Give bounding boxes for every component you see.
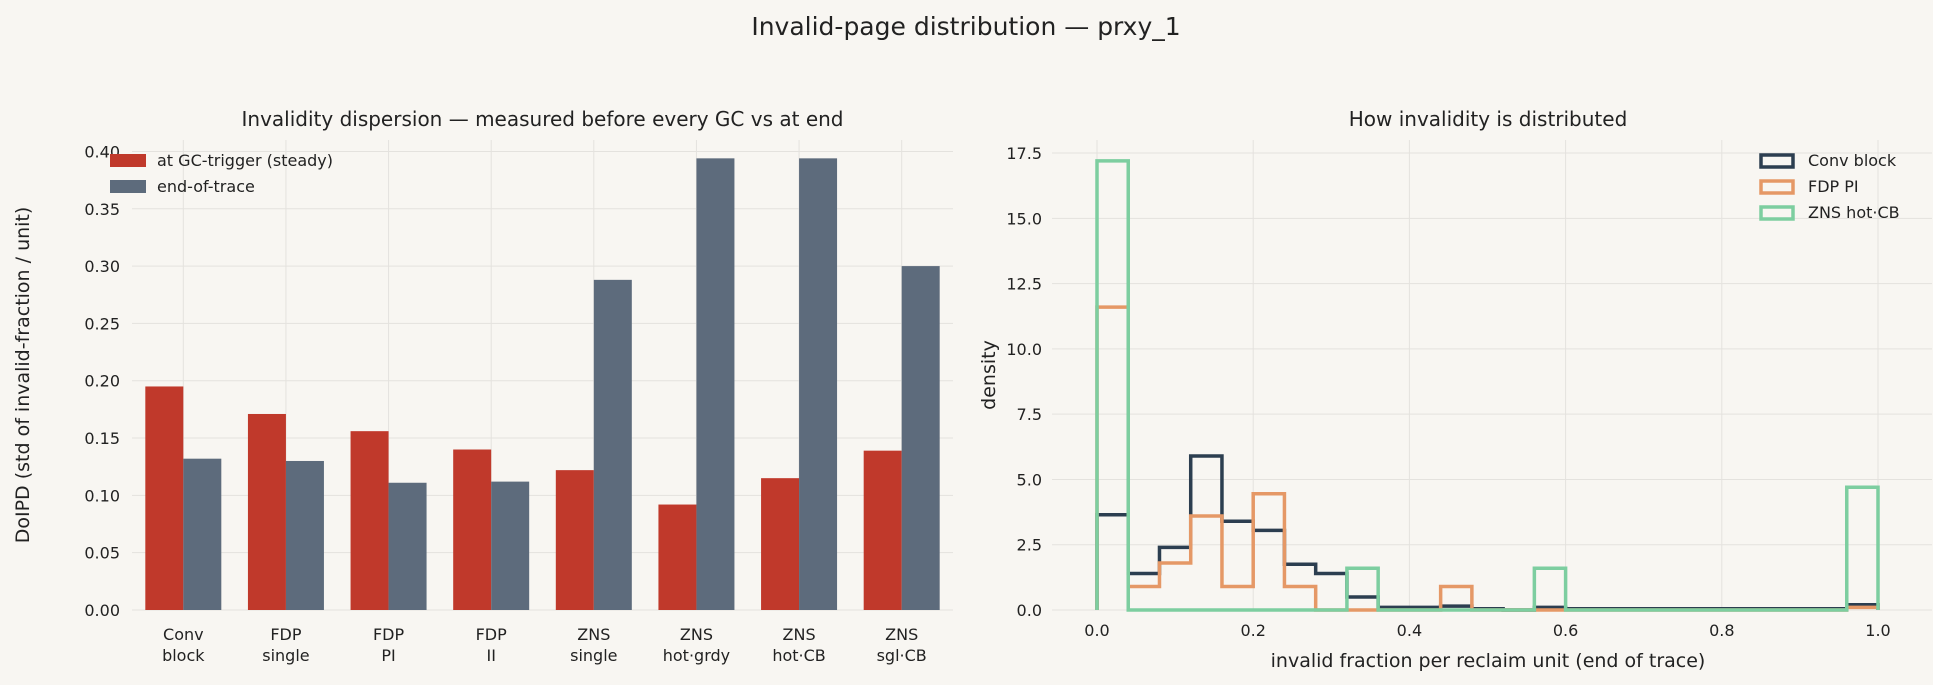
legend-label: end-of-trace xyxy=(157,177,255,196)
legend-swatch xyxy=(110,154,146,167)
bar-gc-trigger xyxy=(247,413,286,610)
y-tick-label: 0.0 xyxy=(1017,601,1042,620)
figure-title: Invalid-page distribution — prxy_1 xyxy=(751,12,1180,41)
histogram-panel: How invalidity is distributed 0.0 2.5 5.0 7.… xyxy=(978,107,1932,672)
x-tick-label: ZNS xyxy=(577,625,610,644)
bar-end-of-trace xyxy=(901,266,940,610)
y-tick-label: 2.5 xyxy=(1017,536,1042,555)
bar-chart-title: Invalidity dispersion — measured before … xyxy=(242,107,844,131)
y-tick-label: 10.0 xyxy=(1006,340,1042,359)
histogram-step-fdp-pi xyxy=(1095,305,1880,612)
bar-end-of-trace xyxy=(183,458,222,610)
y-axis-label: DoIPD (std of invalid-fraction / unit) xyxy=(12,207,34,544)
y-tick-label: 15.0 xyxy=(1006,209,1042,228)
x-axis-label: invalid fraction per reclaim unit (end o… xyxy=(1271,650,1706,672)
bar-gc-trigger xyxy=(555,470,594,610)
bar-end-of-trace xyxy=(593,279,632,610)
y-tick-label: 5.0 xyxy=(1017,470,1042,489)
y-tick-label: 0.35 xyxy=(84,200,120,219)
y-tick-label: 0.10 xyxy=(84,486,120,505)
x-tick-label: 0.0 xyxy=(1084,621,1109,640)
legend-swatch xyxy=(1759,205,1795,221)
x-tick-label: 0.2 xyxy=(1240,621,1265,640)
x-tick-label: ZNS xyxy=(680,625,713,644)
x-tick-label: 0.6 xyxy=(1553,621,1578,640)
bar-end-of-trace xyxy=(799,158,838,610)
y-tick-label: 0.05 xyxy=(84,544,120,563)
x-tick-label: 0.8 xyxy=(1709,621,1734,640)
legend-label: ZNS hot·CB xyxy=(1808,203,1900,222)
x-tick-label: 0.4 xyxy=(1397,621,1422,640)
bar-gc-trigger xyxy=(863,450,902,610)
bar-gc-trigger xyxy=(453,449,492,610)
x-tick-label: block xyxy=(162,646,205,665)
bar-gc-trigger xyxy=(350,431,389,610)
x-tick-label: Conv xyxy=(163,625,204,644)
y-tick-label: 7.5 xyxy=(1017,405,1042,424)
legend-label: FDP PI xyxy=(1808,177,1859,196)
x-tick-label: hot·grdy xyxy=(663,646,730,665)
x-tick-label: FDP xyxy=(476,625,508,644)
y-tick-label: 12.5 xyxy=(1006,275,1042,294)
x-tick-label: ZNS xyxy=(783,625,816,644)
bar-gc-trigger xyxy=(658,504,697,610)
x-tick-label: PI xyxy=(381,646,395,665)
y-tick-label: 17.5 xyxy=(1006,144,1042,163)
y-tick-label: 0.00 xyxy=(84,601,120,620)
bar-gc-trigger xyxy=(761,478,800,610)
y-tick-label: 0.20 xyxy=(84,372,120,391)
x-tick-label: sgl·CB xyxy=(877,646,927,665)
bar-end-of-trace xyxy=(388,482,427,610)
y-tick-label: 0.30 xyxy=(84,257,120,276)
bar-end-of-trace xyxy=(285,460,324,610)
legend-swatch xyxy=(110,180,146,193)
y-tick-label: 0.15 xyxy=(84,429,120,448)
y-axis-label: density xyxy=(978,340,1000,410)
legend-swatch xyxy=(1759,179,1795,195)
x-tick-label: II xyxy=(486,646,495,665)
bar-chart-panel: Invalidity dispersion — measured before … xyxy=(12,107,953,665)
x-tick-label: FDP xyxy=(373,625,405,644)
bar-end-of-trace xyxy=(696,158,735,610)
legend-label: Conv block xyxy=(1808,151,1897,170)
x-tick-label: single xyxy=(570,646,617,665)
bar-gc-trigger xyxy=(145,386,184,610)
legend-label: at GC-trigger (steady) xyxy=(157,151,333,170)
x-tick-label: FDP xyxy=(270,625,302,644)
y-tick-label: 0.25 xyxy=(84,314,120,333)
x-tick-label: hot·CB xyxy=(772,646,825,665)
x-tick-label: ZNS xyxy=(885,625,918,644)
x-tick-label: single xyxy=(262,646,309,665)
histogram-title: How invalidity is distributed xyxy=(1349,107,1628,131)
x-tick-label: 1.0 xyxy=(1865,621,1890,640)
histogram-step-zns-hot-cb xyxy=(1095,159,1880,612)
bar-end-of-trace xyxy=(491,481,530,610)
legend-swatch xyxy=(1759,153,1795,169)
